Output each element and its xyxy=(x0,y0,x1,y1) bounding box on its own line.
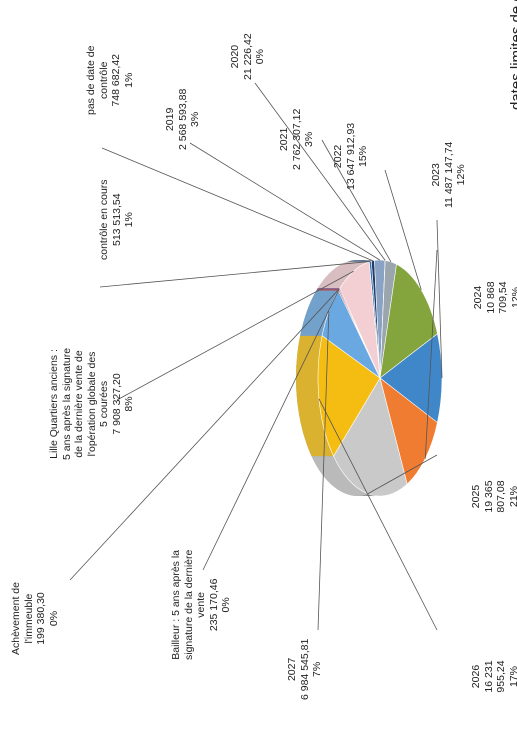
slice-label-percent: 15% xyxy=(357,145,369,167)
slice-label-amount: 2 568 593,88 xyxy=(176,88,189,150)
slice-label-percent: 0% xyxy=(254,49,266,65)
pie-slice-7 xyxy=(379,377,438,485)
slice-label-name: contrôle en cours xyxy=(98,179,110,260)
slice-label-amount: 513 513,54 xyxy=(110,193,123,247)
slice-label-amount: 21 226,42 xyxy=(241,33,254,80)
slice-label-percent: 8% xyxy=(123,396,135,412)
slice-label-8: 2025 19 365 807,08 21% xyxy=(470,473,517,520)
slice-label-0: contrôle en cours 513 513,54 1% xyxy=(98,179,136,260)
slice-label-amount: 13 647 912,93 xyxy=(344,122,357,190)
slice-label-amount: 7 908 327,20 xyxy=(110,373,123,435)
slice-label-percent: 3% xyxy=(303,131,315,147)
slice-label-name: 2023 xyxy=(430,163,442,187)
leader-line-8 xyxy=(367,454,438,495)
slice-label-9: 2026 16 231 955,24 17% xyxy=(470,653,517,700)
slice-label-5: 2022 13 647 912,93 15% xyxy=(332,123,370,190)
slice-label-name: pas de date de contrôle xyxy=(85,45,110,115)
leader-line-7 xyxy=(424,249,438,459)
leader-line-13 xyxy=(116,270,354,401)
slice-label-amount: 10 868 709,54 xyxy=(484,281,510,314)
slice-label-11: Bailleur : 5 ans après la signature de l… xyxy=(170,550,233,660)
slice-label-percent: 12% xyxy=(455,164,467,186)
slice-label-name: 2019 xyxy=(164,107,176,132)
slice-label-percent: 0% xyxy=(220,597,232,613)
pie-slice-side-11 xyxy=(316,289,340,291)
slice-label-amount: 11 487 147,74 xyxy=(442,141,455,208)
slice-label-name: 2027 xyxy=(286,657,298,682)
slice-label-name: 2024 xyxy=(472,285,484,310)
slice-label-name: Achèvement de l'immeuble xyxy=(10,582,35,655)
leader-line-12 xyxy=(69,288,340,581)
slice-label-3: 2020 21 226,42 0% xyxy=(229,33,267,80)
slice-label-name: 2021 xyxy=(278,127,290,152)
chart-title: dates limites de contrôle (au 31/12/2021… xyxy=(508,0,517,110)
slice-label-amount: 19 365 807,08 xyxy=(482,480,508,513)
slice-label-percent: 1% xyxy=(123,212,135,228)
slice-label-amount: 16 231 955,24 xyxy=(482,660,508,693)
slice-label-percent: 7% xyxy=(311,661,323,677)
slice-label-1: pas de date de contrôle 748 682,42 1% xyxy=(85,46,135,115)
leader-line-0 xyxy=(99,261,371,288)
slice-label-10: 2027 6 984 545,81 7% xyxy=(286,639,324,700)
pie-slice-side-13 xyxy=(317,261,370,289)
leader-line-11 xyxy=(202,289,340,571)
leader-line-1 xyxy=(101,147,374,262)
leader-line-5 xyxy=(384,169,422,291)
slice-label-percent: 12% xyxy=(509,287,517,309)
leader-line-9 xyxy=(318,398,438,631)
slice-label-name: 2022 xyxy=(332,144,344,169)
slice-label-4: 2021 2 762 307,12 3% xyxy=(278,109,316,170)
slice-label-percent: 3% xyxy=(189,111,201,127)
slice-label-name: 2026 xyxy=(470,664,482,689)
slice-label-13: Lille Quartiers anciens : 5 ans après la… xyxy=(48,348,136,460)
slice-label-name: Lille Quartiers anciens : 5 ans après la… xyxy=(48,347,110,460)
slice-label-name: Bailleur : 5 ans après la signature de l… xyxy=(170,549,207,660)
slice-label-amount: 2 762 307,12 xyxy=(290,108,303,170)
slice-label-2: 2019 2 568 593,88 3% xyxy=(164,89,202,150)
slice-label-amount: 6 984 545,81 xyxy=(298,638,311,700)
leader-line-2 xyxy=(189,142,380,261)
slice-label-6: 2023 11 487 147,74 12% xyxy=(430,142,468,208)
slice-label-percent: 21% xyxy=(507,486,517,508)
slice-label-amount: 199 380,30 xyxy=(35,592,47,645)
pie-slice-side-10 xyxy=(300,290,339,336)
slice-label-7: 2024 10 868 709,54 12% xyxy=(472,275,517,320)
slice-label-name: 2025 xyxy=(470,484,482,509)
slice-label-12: Achèvement de l'immeuble 199 380,30 0% xyxy=(10,582,60,655)
slice-label-amount: 748 682,42 xyxy=(110,53,122,107)
slice-label-percent: 1% xyxy=(122,72,135,88)
slice-label-amount: 235 170,46 xyxy=(207,578,220,632)
leader-line-10 xyxy=(317,311,330,631)
slice-label-name: 2020 xyxy=(229,44,241,69)
slice-label-percent: 0% xyxy=(47,610,60,627)
slice-label-percent: 17% xyxy=(507,666,517,688)
leader-line-4 xyxy=(321,139,392,263)
pie-slice-side-9 xyxy=(296,335,334,457)
leader-line-6 xyxy=(436,219,443,379)
leader-line-3 xyxy=(254,82,386,261)
